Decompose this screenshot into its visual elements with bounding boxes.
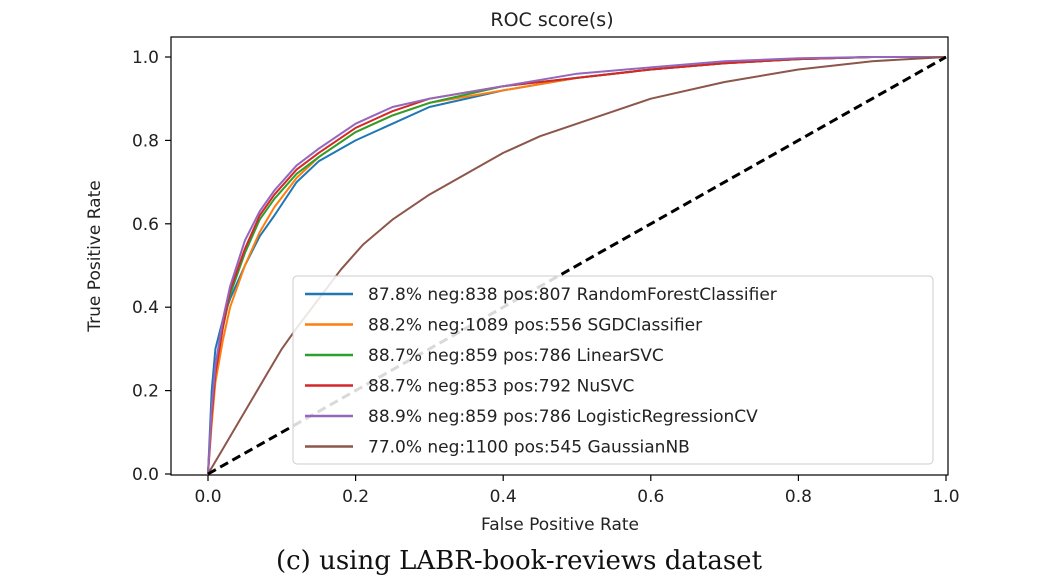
x-axis-label: False Positive Rate [481,515,639,535]
y-tick-label: 0.8 [132,131,159,151]
legend-label: 88.7% neg:859 pos:786 LinearSVC [368,346,664,366]
legend-label: 88.2% neg:1089 pos:556 SGDClassifier [368,316,702,336]
x-tick-label: 0.2 [342,487,369,507]
y-tick-label: 0.0 [132,465,159,485]
y-axis-label: True Positive Rate [85,180,105,332]
x-tick-label: 0.0 [194,487,221,507]
x-axis: 0.0 0.2 0.4 0.6 0.8 1.0 [194,475,960,507]
legend-label: 77.0% neg:1100 pos:545 GaussianNB [368,438,690,458]
x-tick-label: 1.0 [932,487,959,507]
x-tick-label: 0.8 [785,487,812,507]
series-line-4 [207,56,946,475]
legend-box [292,275,934,465]
legend: 87.8% neg:838 pos:807 RandomForestClassi… [292,275,934,465]
legend-label: 88.7% neg:853 pos:792 NuSVC [368,377,634,397]
series-layer [207,55,947,476]
series-line-5 [207,56,947,475]
y-tick-label: 0.2 [132,382,159,402]
series-line-3 [207,56,946,475]
chart-title: ROC score(s) [490,9,613,31]
y-axis: 0.0 0.2 0.4 0.6 0.8 1.0 [132,48,171,485]
y-tick-label: 1.0 [132,48,159,68]
x-tick-label: 0.6 [637,487,664,507]
y-tick-label: 0.4 [132,298,159,318]
y-tick-label: 0.6 [132,215,159,235]
figure-caption: (c) using LABR-book-reviews dataset [275,546,763,576]
x-tick-label: 0.4 [490,487,517,507]
legend-label: 87.8% neg:838 pos:807 RandomForestClassi… [368,285,777,305]
legend-label: 88.9% neg:859 pos:786 LogisticRegression… [368,407,758,427]
